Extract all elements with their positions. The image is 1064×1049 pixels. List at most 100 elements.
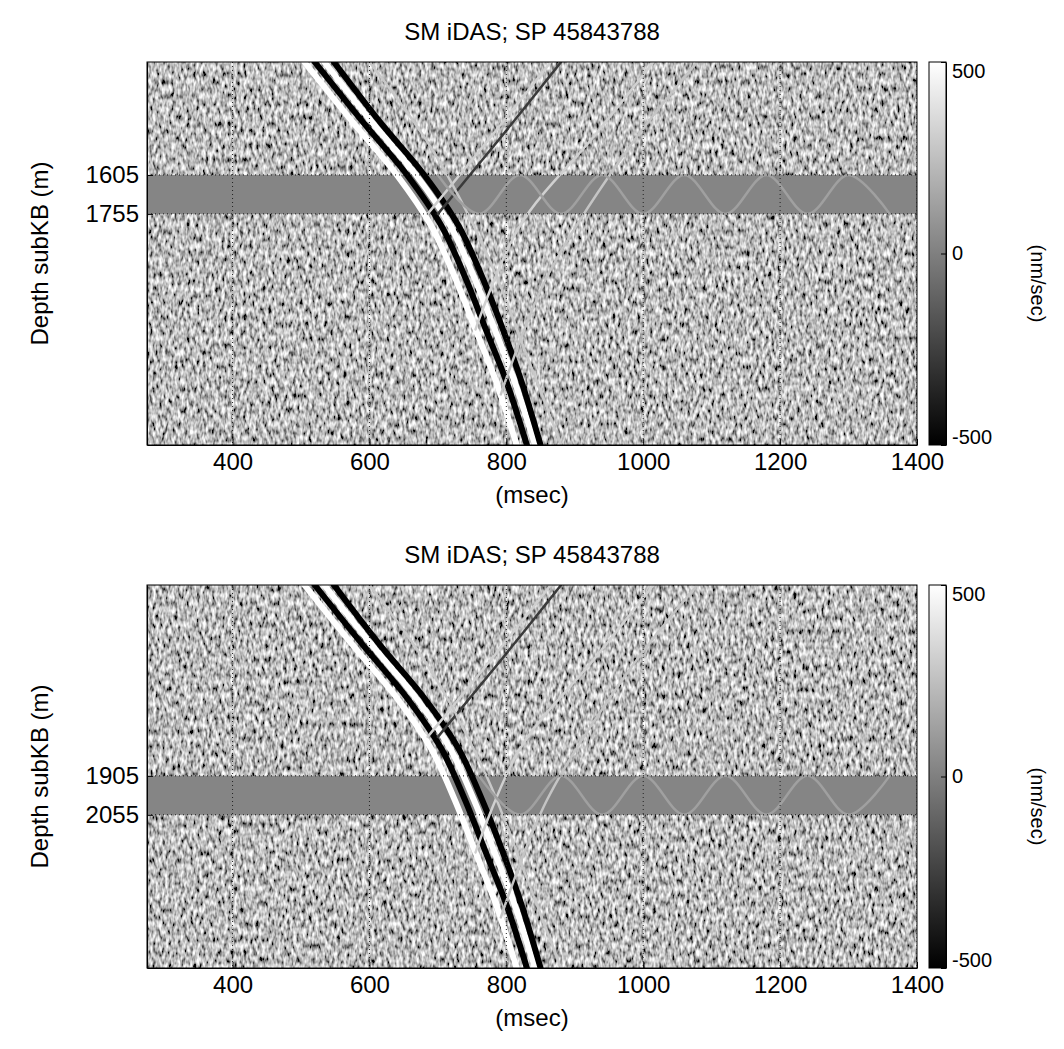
- event-line: [428, 62, 551, 214]
- tick-label: 1755: [86, 200, 139, 227]
- tick-mark: [643, 439, 644, 445]
- tick-mark: [917, 439, 918, 445]
- grid-line-x: [232, 585, 233, 968]
- tick: 1755: [86, 200, 153, 227]
- tick-label: 1400: [891, 971, 944, 998]
- grid-line-x: [643, 62, 644, 445]
- x-axis: 400 600 800 1000 1200 1400: [148, 439, 945, 475]
- plot-area: [147, 62, 917, 445]
- event-line: [428, 585, 551, 737]
- event-line: [369, 585, 561, 968]
- tick: 2055: [86, 801, 153, 828]
- tick-mark: [941, 254, 946, 255]
- event-line: [334, 62, 541, 445]
- tick-label: 500: [952, 60, 985, 82]
- x-axis: 400600800100012001400: [148, 962, 945, 998]
- tick-mark: [941, 445, 946, 446]
- tick: 1200: [754, 439, 807, 475]
- tick-label: 1905: [86, 762, 139, 789]
- tick-label: 1400: [891, 448, 944, 475]
- event-line: [304, 585, 516, 968]
- tick-label: 500: [952, 583, 985, 605]
- event-line: [438, 175, 890, 214]
- colorbar: [929, 585, 946, 968]
- y-axis: 1605 1755: [86, 63, 153, 446]
- tick-mark: [233, 439, 234, 445]
- colorbar: [929, 62, 946, 445]
- tick-label: 0: [952, 765, 963, 787]
- grid-line-x: [780, 62, 781, 445]
- grid-line-y: [147, 814, 917, 815]
- tick-label: 0: [952, 242, 963, 264]
- tick: 800: [487, 439, 527, 475]
- axis-line: [946, 586, 947, 969]
- event-line: [479, 776, 890, 815]
- x-axis-title: (msec): [495, 481, 568, 508]
- tick: 0: [941, 242, 963, 264]
- tick-mark: [147, 175, 153, 176]
- tick-mark: [147, 776, 153, 777]
- event-line: [304, 62, 516, 445]
- tick-mark: [147, 815, 153, 816]
- panel: 40060080010001200140016051755SM iDAS; SP…: [26, 18, 1048, 508]
- grid-line-x: [643, 585, 644, 968]
- tick-label: 600: [350, 971, 390, 998]
- noise-texture: [147, 585, 917, 968]
- tick: 1605: [86, 161, 153, 188]
- tick-mark: [780, 439, 781, 445]
- tick-mark: [369, 439, 370, 445]
- tick-mark: [941, 585, 946, 586]
- plot-background: [147, 62, 917, 445]
- grid-line-y: [147, 213, 917, 214]
- tick-label: 400: [213, 971, 253, 998]
- axis-line: [147, 586, 148, 969]
- tick-mark: [941, 968, 946, 969]
- tick: 600: [350, 962, 390, 998]
- plot-background: [147, 585, 917, 968]
- tick: 500: [941, 583, 985, 605]
- plot-frame: [147, 585, 917, 968]
- tick-mark: [506, 439, 507, 445]
- grid-line-x: [369, 62, 370, 445]
- event-line: [501, 62, 697, 394]
- tick: 1000: [617, 439, 670, 475]
- grid-line-x: [506, 585, 507, 968]
- tick-label: -500: [952, 949, 992, 971]
- tick-label: 400: [213, 448, 253, 475]
- tick-mark: [643, 962, 644, 968]
- axis-line: [147, 63, 148, 446]
- grid-line-x: [506, 62, 507, 445]
- event-line: [315, 62, 527, 445]
- event-line: [315, 585, 527, 968]
- tick: -500: [941, 426, 992, 448]
- chart-svg: 40060080010001200140016051755SM iDAS; SP…: [0, 0, 1064, 1049]
- tick-mark: [147, 214, 153, 215]
- grid-line-x: [369, 585, 370, 968]
- tick-mark: [369, 962, 370, 968]
- grid-line-y: [147, 775, 917, 776]
- tick-mark: [506, 962, 507, 968]
- colorbar-label: (nm/sec): [1027, 245, 1049, 323]
- colorbar-axis: -500 0 500: [941, 60, 992, 448]
- y-axis: 1905 2055: [86, 586, 153, 969]
- y-axis-title: Depth subKB (m): [26, 161, 53, 345]
- tick: 1905: [86, 762, 153, 789]
- tick-mark: [917, 962, 918, 968]
- plot-area: [147, 585, 917, 968]
- colorbar-axis: -500 0 500: [941, 583, 992, 971]
- grid-line-x: [780, 585, 781, 968]
- tick-mark: [780, 962, 781, 968]
- colorbar-label: (nm/sec): [1027, 768, 1049, 846]
- tick: 500: [941, 60, 985, 82]
- tick-mark: [941, 62, 946, 63]
- x-axis-title: (msec): [495, 1004, 568, 1031]
- panel: 40060080010001200140019052055SM iDAS; SP…: [26, 541, 1048, 1031]
- y-axis-title: Depth subKB (m): [26, 684, 53, 868]
- tick-mark: [941, 777, 946, 778]
- tick-label: 2055: [86, 801, 139, 828]
- tick: 800: [487, 962, 527, 998]
- tick-label: 600: [350, 448, 390, 475]
- tick-label: 800: [487, 448, 527, 475]
- muted-interval: [147, 776, 917, 815]
- grid-line-x: [232, 62, 233, 445]
